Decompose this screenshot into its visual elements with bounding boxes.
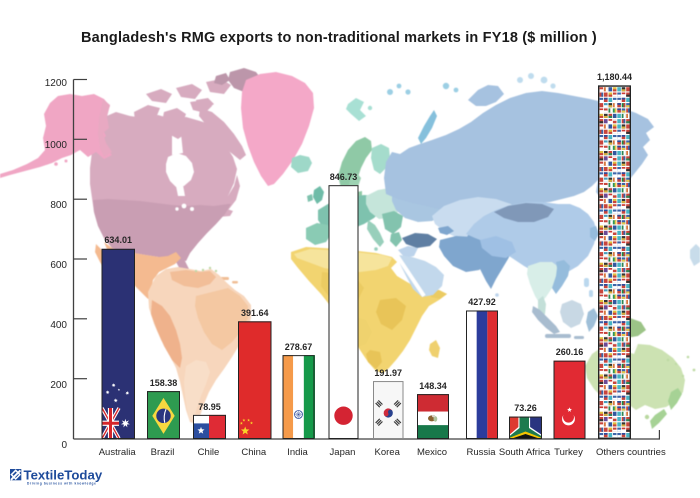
svg-text:Driving business with knowledg: Driving business with knowledge <box>27 482 97 486</box>
svg-text:TextileToday: TextileToday <box>24 468 103 483</box>
